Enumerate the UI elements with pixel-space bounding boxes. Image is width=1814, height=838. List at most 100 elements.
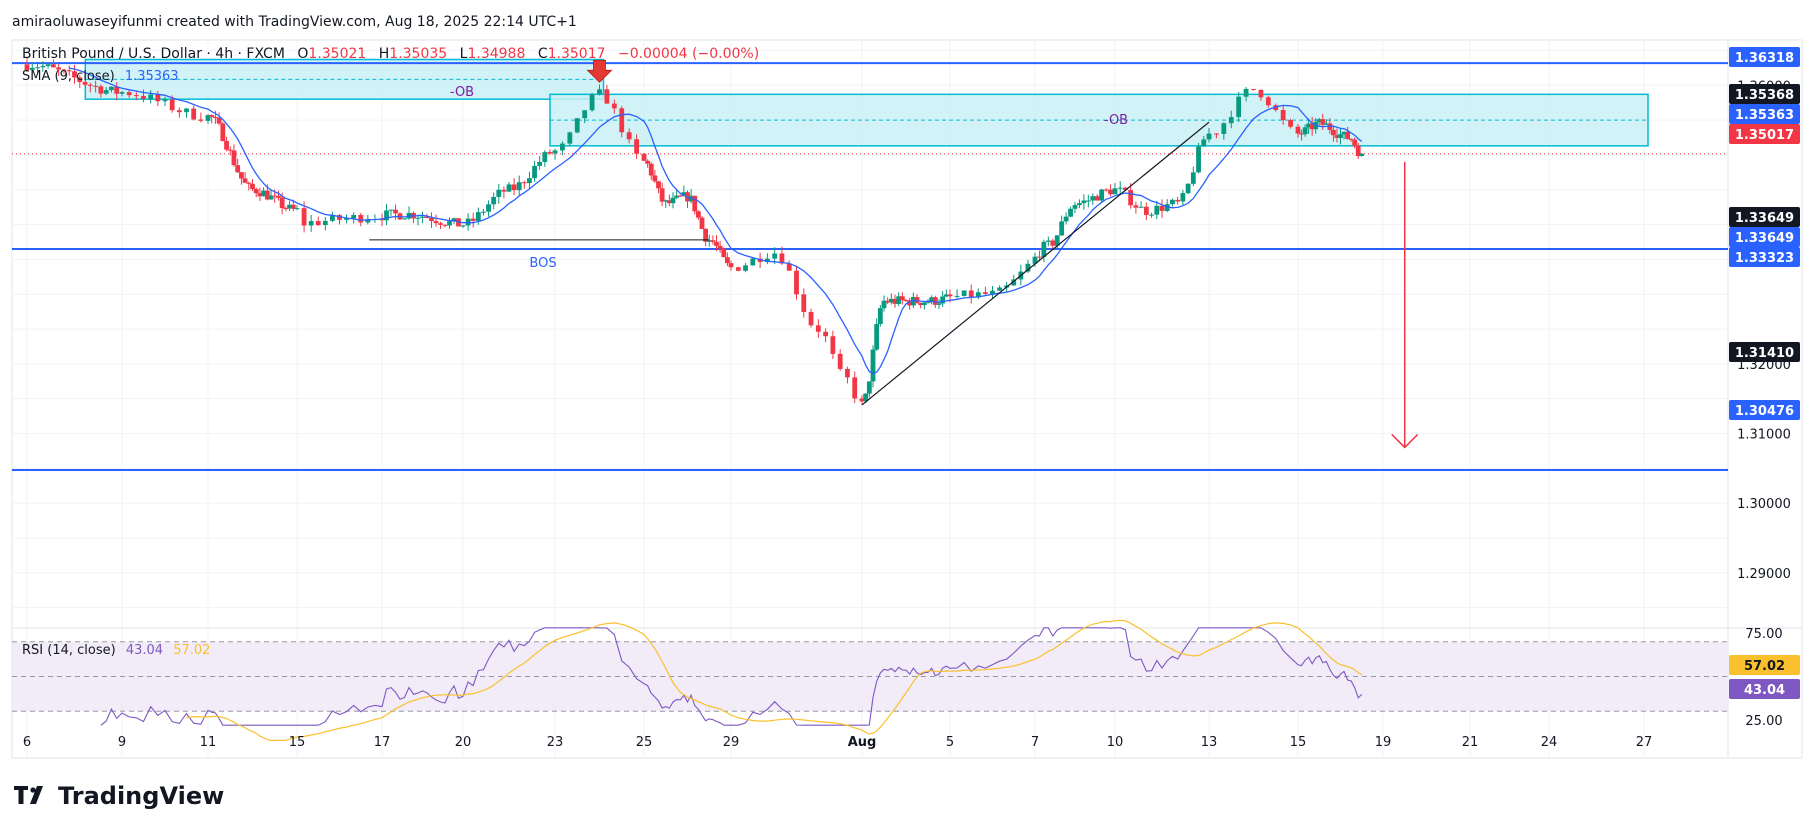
price-label-badge — [1729, 124, 1800, 144]
candle-down — [337, 215, 342, 220]
x-tick-label: 29 — [723, 735, 740, 750]
candle-down — [141, 95, 146, 100]
candle-down — [93, 85, 99, 87]
candle-up — [1338, 134, 1343, 138]
candle-up — [148, 94, 154, 100]
price-label-text: 1.33323 — [1735, 251, 1794, 266]
candle-up — [491, 196, 497, 205]
candle-down — [808, 311, 814, 326]
price-label-text: 1.33649 — [1735, 211, 1794, 226]
x-tick-label: 15 — [1290, 735, 1307, 750]
horizontal-levels — [12, 62, 1728, 471]
x-tick-label: 23 — [547, 735, 564, 750]
x-tick-label: 7 — [1031, 735, 1039, 750]
candle-down — [50, 64, 56, 68]
ohlc-close-value: 1.35017 — [548, 46, 606, 62]
candle-down — [1280, 110, 1286, 121]
candle-down — [1251, 88, 1256, 90]
candle-up — [268, 195, 274, 200]
candle-down — [1327, 123, 1333, 130]
candle-down — [648, 163, 654, 176]
candle-down — [1050, 240, 1056, 246]
candle-down — [659, 188, 665, 202]
candle-down — [1265, 97, 1271, 106]
x-tick-label: 15 — [289, 735, 306, 750]
candle-up — [109, 86, 114, 91]
tradingview-logo[interactable]: TradingView — [14, 782, 224, 810]
rsi-value-badge — [1729, 655, 1800, 675]
candle-up — [1099, 189, 1105, 201]
price-label-text: 1.36318 — [1735, 51, 1794, 66]
candle-up — [460, 225, 466, 227]
bos-label: BOS — [529, 256, 556, 271]
candle-down — [198, 119, 204, 121]
candle-down — [1108, 189, 1113, 195]
price-label-badge — [1729, 207, 1800, 227]
candle-down — [845, 368, 850, 378]
candle-up — [567, 132, 573, 144]
candle-up — [322, 220, 328, 226]
candle-down — [703, 228, 709, 242]
candle-up — [929, 297, 935, 303]
candle-up — [997, 287, 1002, 291]
ohlc-low-label: L — [460, 46, 468, 62]
candle-up — [475, 212, 481, 221]
x-tick-label: 24 — [1541, 735, 1558, 750]
price-label-badge — [1729, 400, 1800, 420]
candle-up — [1243, 88, 1249, 97]
candle-up — [597, 89, 602, 95]
candle-up — [1059, 221, 1065, 236]
candle-down — [1348, 138, 1354, 140]
price-label-text: 1.31410 — [1735, 346, 1794, 361]
candle-down — [521, 182, 527, 184]
candle-up — [1154, 205, 1160, 215]
y-tick-label: 1.29000 — [1737, 567, 1791, 582]
candle-down — [823, 331, 829, 337]
rsi-label: RSI (14, close) — [22, 643, 116, 658]
candle-down — [1175, 199, 1181, 202]
rsi-value-badge-text: 57.02 — [1744, 659, 1785, 674]
candle-up — [961, 290, 967, 296]
attribution: amiraoluwaseyifunmi created with Trading… — [12, 14, 577, 30]
candle-up — [574, 118, 580, 133]
candle-down — [932, 297, 938, 305]
candle-up — [1164, 204, 1170, 211]
candle-down — [1288, 120, 1293, 127]
candle-up — [1316, 119, 1322, 122]
candle-up — [1077, 203, 1082, 206]
candle-up — [308, 221, 314, 226]
candle-down — [98, 86, 104, 94]
candle-down — [238, 172, 244, 179]
candle-up — [1032, 256, 1038, 264]
price-label-badge — [1729, 84, 1800, 104]
candle-down — [1258, 89, 1264, 98]
candle-up — [451, 218, 457, 222]
x-tick-label: Aug — [848, 735, 877, 750]
rsi-line — [100, 627, 1363, 726]
candle-down — [1309, 123, 1315, 130]
candle-down — [87, 84, 93, 86]
candle-up — [975, 292, 981, 298]
x-tick-label: 6 — [23, 735, 31, 750]
candle-up — [1149, 214, 1154, 216]
candle-up — [1228, 117, 1234, 124]
candle-down — [264, 190, 270, 200]
candle-down — [859, 398, 865, 402]
candle-down — [837, 353, 843, 369]
candle-up — [35, 67, 40, 69]
candle-down — [315, 221, 321, 226]
symbol-info: British Pound / U.S. Dollar · 4h · FXCM … — [22, 46, 759, 62]
sma-line — [69, 67, 1363, 375]
candle-down — [786, 263, 792, 271]
candle-up — [863, 393, 869, 402]
rsi-value-badge — [1729, 679, 1800, 699]
x-tick-label: 27 — [1636, 735, 1653, 750]
candle-down — [914, 296, 920, 303]
candle-up — [532, 165, 537, 179]
candle-up — [420, 216, 425, 218]
candle-up — [1112, 188, 1118, 195]
candle-up — [743, 265, 748, 271]
candle-up — [866, 381, 872, 394]
